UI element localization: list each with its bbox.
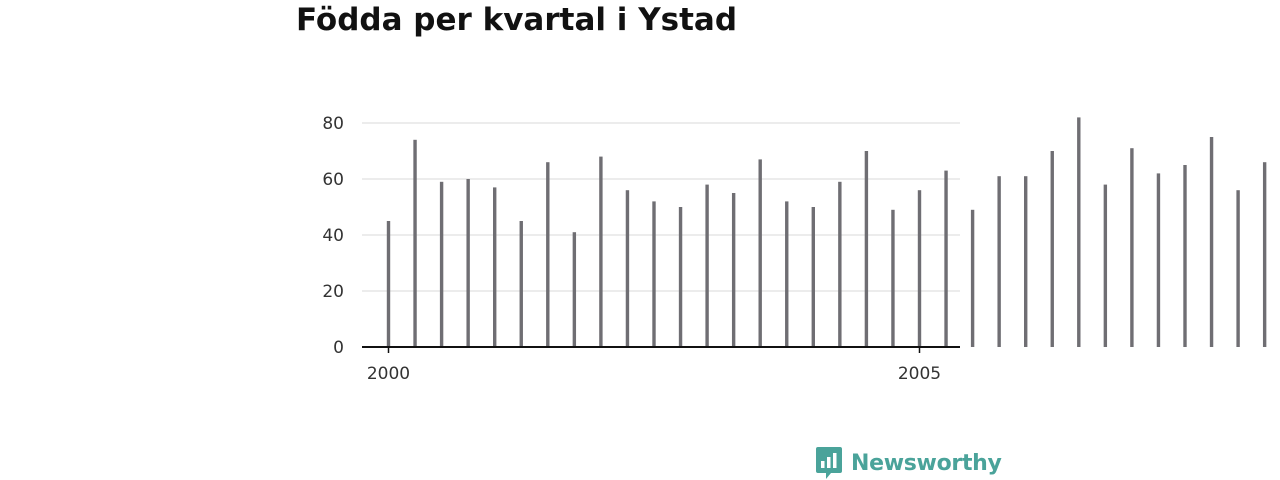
bar [1077,117,1081,348]
bar [625,190,630,347]
y-tick-label: 80 [322,114,344,134]
bars [386,117,1267,348]
bar [678,207,683,347]
bar [466,179,470,347]
bar [519,221,523,347]
bar [572,232,577,347]
y-tick-label: 0 [333,338,344,358]
bar [386,221,391,347]
bar [1209,137,1214,347]
bar [785,201,789,347]
bar [944,170,948,347]
chart-title: Födda per kvartal i Ystad [296,2,738,38]
bar [1130,148,1134,347]
bar [838,181,842,347]
bar [811,207,815,347]
bar [652,201,656,347]
bar [1236,190,1240,347]
bar [599,156,603,347]
bar [1262,162,1267,347]
bar [1156,173,1161,347]
brand-name: Newsworthy [851,450,1002,476]
y-tick-label: 40 [322,226,344,246]
bar [731,193,736,347]
gridlines [362,122,960,292]
y-tick-label: 20 [322,282,344,302]
bar [705,184,709,347]
x-tick-label: 2000 [367,364,410,384]
bar [493,187,497,347]
bar [1050,151,1054,347]
bar [546,162,550,347]
bar [758,159,762,347]
bar [1183,165,1187,347]
bar [439,181,444,347]
bar [891,209,895,347]
bar [1103,184,1108,347]
bar [970,209,975,347]
x-axis-ticks: 200020052010201520202025 [367,347,941,384]
x-tick-label: 2005 [898,364,941,384]
y-tick-label: 60 [322,170,344,190]
bar [864,151,869,347]
bar [1024,176,1028,347]
bar [917,190,922,347]
bar [413,139,417,347]
brand-logo: Newsworthy [815,446,1002,480]
y-axis-ticks: 0 20 40 60 80 [322,114,344,358]
newsworthy-icon [816,447,842,479]
bar [997,176,1001,347]
